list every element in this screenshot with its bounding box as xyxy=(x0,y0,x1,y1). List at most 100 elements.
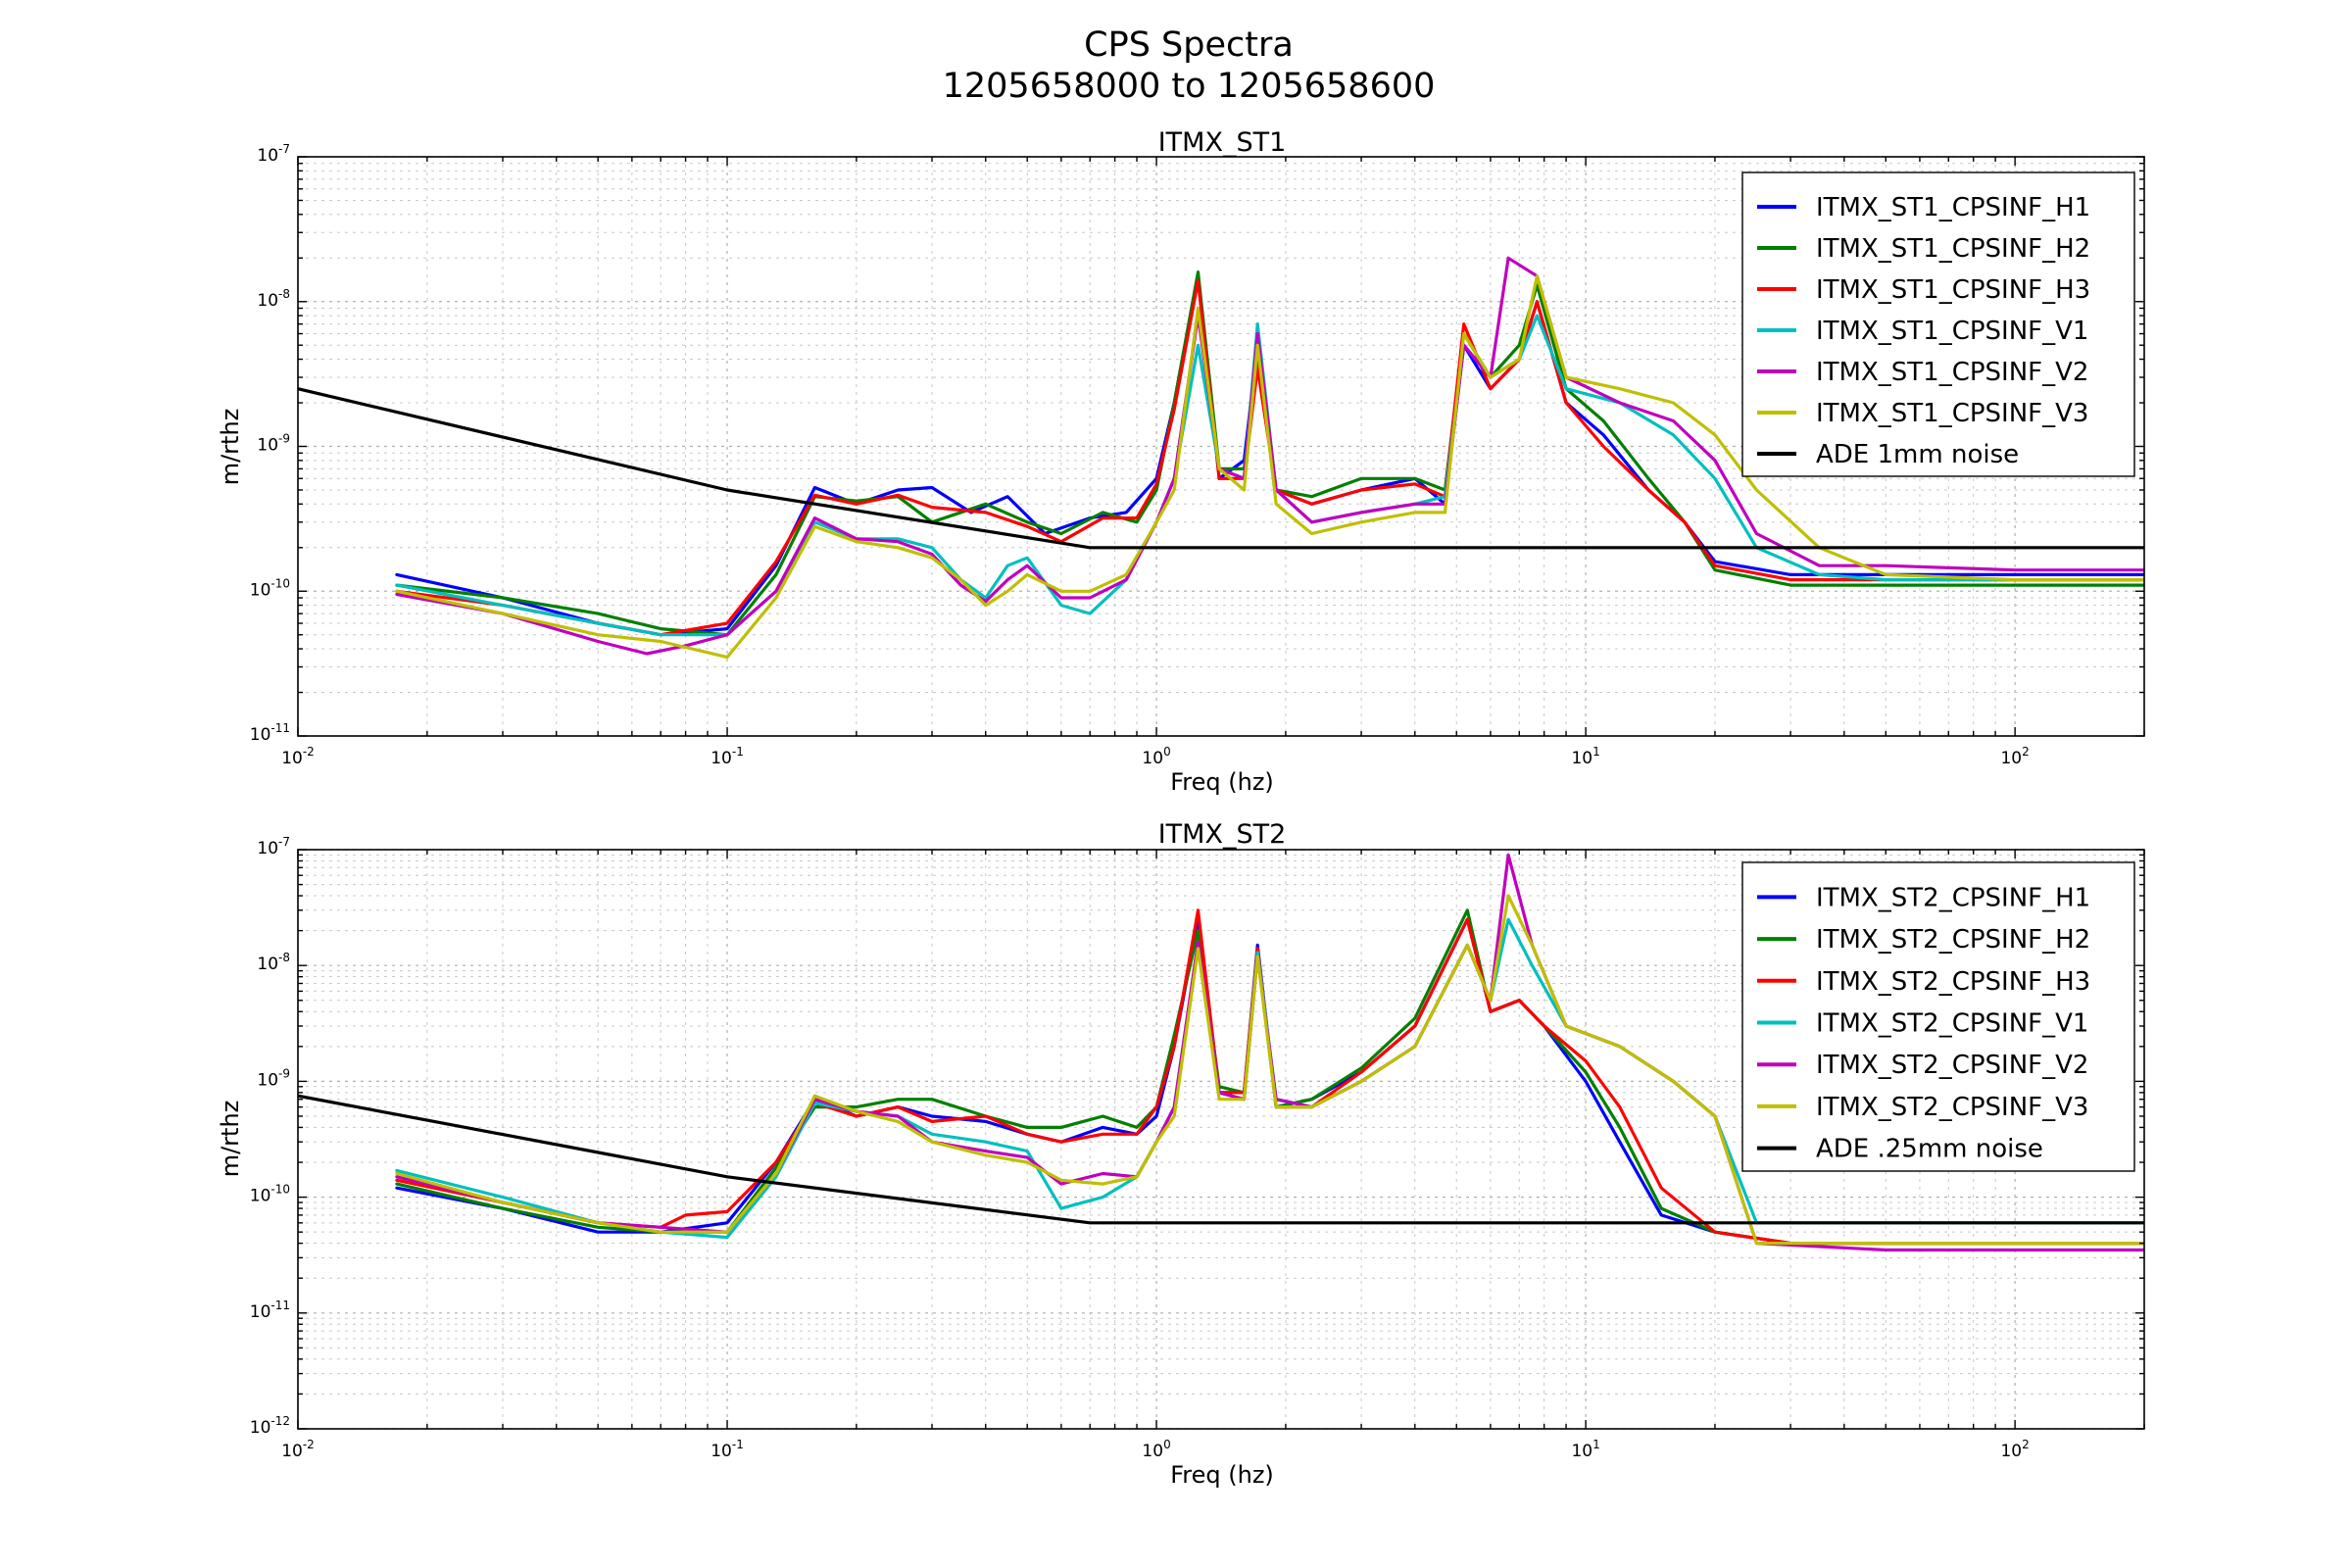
itmx-st1-x-tick-base: 10 xyxy=(1142,749,1163,768)
itmx-st2-y-tick-label: 10-12 xyxy=(250,1414,290,1438)
itmx-st2-x-tick-exponent: 1 xyxy=(1592,1438,1600,1451)
series-line-itmx-st1-cpsinf-v3 xyxy=(395,274,2144,660)
itmx-st1-x-tick-exponent: 1 xyxy=(1592,745,1600,759)
legend-label-itmx-st1-cpsinf-v2: ITMX_ST1_CPSINF_V2 xyxy=(1816,358,2088,387)
legend-label-itmx-st1-cpsinf-h2: ITMX_ST1_CPSINF_H2 xyxy=(1816,234,2090,264)
itmx-st2-x-tick-base: 10 xyxy=(281,1442,303,1461)
itmx-st1-panel-title: ITMX_ST1 xyxy=(1158,127,1287,158)
itmx-st1-spectrum-panel: ITMX_ST1 10-2 10-1 100 101 10210-1110-1010-9… xyxy=(217,127,2145,796)
itmx-st2-y-tick-label: 10-10 xyxy=(250,1183,290,1206)
itmx-st1-y-tick-base: 10 xyxy=(257,436,278,456)
itmx-st2-panel-title: ITMX_ST2 xyxy=(1158,819,1287,850)
itmx-st1-y-tick-label: 10-7 xyxy=(257,142,290,166)
itmx-st2-x-tick-label: 10-1 xyxy=(710,1438,744,1461)
itmx-st2-x-tick-base: 10 xyxy=(2000,1442,2022,1461)
itmx-st2-x-tick-exponent: 0 xyxy=(1163,1438,1171,1451)
itmx-st2-y-tick-exponent: -12 xyxy=(270,1414,290,1428)
itmx-st2-x-tick-exponent: -1 xyxy=(732,1438,744,1451)
legend-label-itmx-st1-cpsinf-h3: ITMX_ST1_CPSINF_H3 xyxy=(1816,275,2090,305)
legend-label-itmx-st2-cpsinf-h3: ITMX_ST2_CPSINF_H3 xyxy=(1816,967,2090,997)
legend-label-itmx-st1-cpsinf-v3: ITMX_ST1_CPSINF_V3 xyxy=(1816,399,2088,428)
itmx-st2-x-tick-label: 102 xyxy=(2000,1438,2029,1461)
legend-label-ade-25mm-noise: ADE .25mm noise xyxy=(1816,1135,2043,1164)
itmx-st2-x-tick-base: 10 xyxy=(710,1442,732,1461)
itmx-st1-y-tick-base: 10 xyxy=(257,146,278,166)
itmx-st1-y-tick-base: 10 xyxy=(257,291,278,311)
itmx-st2-y-tick-exponent: -9 xyxy=(278,1066,290,1080)
legend-label-itmx-st2-cpsinf-v2: ITMX_ST2_CPSINF_V2 xyxy=(1816,1051,2088,1080)
itmx-st1-x-tick-exponent: 0 xyxy=(1163,745,1171,759)
itmx-st2-x-tick-exponent: -2 xyxy=(303,1438,315,1451)
itmx-st1-legend: ITMX_ST1_CPSINF_H1 ITMX_ST1_CPSINF_H2 ITMX… xyxy=(1741,172,2135,477)
itmx-st1-y-tick-base: 10 xyxy=(250,725,271,745)
itmx-st1-plot-frame xyxy=(297,156,2145,737)
itmx-st2-y-tick-exponent: -11 xyxy=(270,1298,290,1312)
itmx-st2-x-tick-label: 101 xyxy=(1571,1438,1599,1461)
figure-subtitle: 1205658000 to 1205658600 xyxy=(943,67,1436,106)
itmx-st1-y-tick-base: 10 xyxy=(250,580,271,600)
itmx-st1-x-tick-base: 10 xyxy=(1571,749,1592,768)
itmx-st1-y-tick-label: 10-10 xyxy=(250,576,290,600)
itmx-st1-y-tick-exponent: -9 xyxy=(278,432,290,446)
itmx-st1-x-tick-label: 100 xyxy=(1142,745,1170,768)
itmx-st2-x-tick-label: 10-2 xyxy=(281,1438,315,1461)
itmx-st1-y-tick-exponent: -10 xyxy=(270,576,290,590)
legend-label-itmx-st2-cpsinf-h2: ITMX_ST2_CPSINF_H2 xyxy=(1816,925,2090,955)
legend-label-itmx-st1-cpsinf-h1: ITMX_ST1_CPSINF_H1 xyxy=(1816,193,2090,222)
figure-title: CPS Spectra xyxy=(1084,25,1294,65)
series-line-itmx-st2-cpsinf-v3 xyxy=(395,894,2144,1246)
itmx-st2-y-tick-base: 10 xyxy=(257,839,278,858)
series-line-itmx-st2-cpsinf-h3 xyxy=(395,908,2144,1246)
itmx-st2-data-lines xyxy=(298,853,2144,1252)
itmx-st1-x-tick-exponent: -2 xyxy=(303,745,315,759)
series-line-ade-25mm-noise xyxy=(298,1094,2144,1225)
itmx-st2-y-tick-base: 10 xyxy=(250,1418,271,1438)
itmx-st2-y-tick-label: 10-11 xyxy=(250,1298,290,1322)
itmx-st2-x-tick-exponent: 2 xyxy=(2022,1438,2030,1451)
itmx-st2-legend-box xyxy=(1741,861,2135,1172)
itmx-st1-x-tick-exponent: 2 xyxy=(2022,745,2030,759)
legend-label-itmx-st1-cpsinf-v1: ITMX_ST1_CPSINF_V1 xyxy=(1816,317,2088,346)
itmx-st2-y-tick-base: 10 xyxy=(257,955,278,974)
itmx-st2-spectrum-panel: ITMX_ST2 10-2 10-1 100 101 10210-1210-1110-1… xyxy=(217,819,2145,1489)
itmx-st1-y-tick-exponent: -7 xyxy=(278,142,290,156)
itmx-st2-plot-frame xyxy=(297,849,2145,1430)
itmx-st1-x-tick-label: 101 xyxy=(1571,745,1599,768)
itmx-st1-x-tick-label: 10-1 xyxy=(710,745,744,768)
itmx-st2-x-tick-base: 10 xyxy=(1142,1442,1163,1461)
legend-label-itmx-st2-cpsinf-v1: ITMX_ST2_CPSINF_V1 xyxy=(1816,1009,2088,1039)
itmx-st1-y-tick-label: 10-11 xyxy=(250,721,290,745)
itmx-st1-xlabel: Freq (hz) xyxy=(1170,768,1274,796)
itmx-st1-legend-box xyxy=(1741,172,2135,477)
itmx-st2-xlabel: Freq (hz) xyxy=(1170,1461,1274,1489)
itmx-st2-legend: ITMX_ST2_CPSINF_H1 ITMX_ST2_CPSINF_H2 ITMX… xyxy=(1741,861,2135,1172)
itmx-st2-y-tick-base: 10 xyxy=(250,1187,271,1206)
legend-label-ade-1mm-noise: ADE 1mm noise xyxy=(1816,440,2019,469)
itmx-st2-y-tick-label: 10-7 xyxy=(257,835,290,858)
itmx-st1-y-tick-exponent: -8 xyxy=(278,287,290,301)
itmx-st2-y-tick-exponent: -10 xyxy=(270,1183,290,1197)
itmx-st2-y-tick-exponent: -7 xyxy=(278,835,290,849)
itmx-st1-x-tick-base: 10 xyxy=(281,749,303,768)
itmx-st2-y-tick-base: 10 xyxy=(250,1302,271,1322)
itmx-st1-x-tick-label: 102 xyxy=(2000,745,2029,768)
itmx-st1-data-lines xyxy=(298,256,2144,660)
itmx-st2-ylabel: m/rthz xyxy=(217,1101,244,1178)
itmx-st1-ylabel: m/rthz xyxy=(217,409,244,486)
itmx-st1-y-tick-exponent: -11 xyxy=(270,721,290,735)
itmx-st1-x-tick-exponent: -1 xyxy=(732,745,744,759)
itmx-st1-x-tick-label: 10-2 xyxy=(281,745,315,768)
itmx-st2-y-tick-base: 10 xyxy=(257,1070,278,1090)
itmx-st1-y-tick-label: 10-9 xyxy=(257,432,290,456)
legend-label-itmx-st2-cpsinf-h1: ITMX_ST2_CPSINF_H1 xyxy=(1816,883,2090,912)
itmx-st1-y-tick-label: 10-8 xyxy=(257,287,290,311)
itmx-st2-y-tick-label: 10-8 xyxy=(257,951,290,974)
itmx-st1-x-tick-base: 10 xyxy=(710,749,732,768)
itmx-st2-y-tick-label: 10-9 xyxy=(257,1066,290,1090)
series-line-ade-1mm-noise xyxy=(298,387,2144,550)
itmx-st2-axis-ticks: 10-2 10-1 100 101 10210-1210-1110-1010-910-8… xyxy=(250,835,2145,1461)
itmx-st1-x-tick-base: 10 xyxy=(2000,749,2022,768)
itmx-st2-y-tick-exponent: -8 xyxy=(278,951,290,964)
